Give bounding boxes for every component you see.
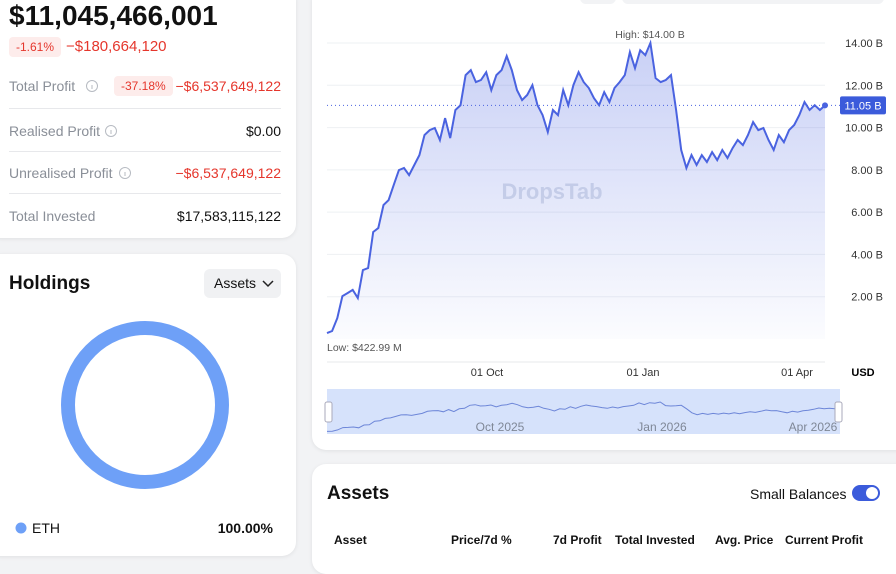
row-label: Total Invested: [9, 208, 96, 224]
navigator-label: Oct 2025: [476, 420, 525, 434]
row-value: −$6,537,649,122: [175, 78, 282, 94]
divider: [9, 108, 281, 109]
column-header: Price/7d %: [451, 533, 512, 547]
current-dot: [822, 102, 828, 109]
line: [326, 39, 826, 335]
balance: $11,045,466,001: [9, 0, 218, 31]
row-value: $0.00: [245, 123, 281, 139]
row-badge: -37.18%: [114, 76, 173, 96]
control[interactable]: [622, 0, 884, 4]
y-tick-label: 14.00 B: [845, 38, 883, 50]
row-value: $17,583,115,122: [176, 208, 281, 224]
high-label: High: $14.00 B: [615, 29, 684, 41]
row-label: Realised Profit: [9, 123, 101, 139]
portfolio-card: $11,045,466,001 -1.61% −$180,664,120 Tot…: [0, 0, 296, 238]
toggle-label: Small Balances: [750, 486, 847, 502]
y-tick-label: 4.00 B: [851, 249, 883, 261]
info-icon[interactable]: [118, 166, 132, 180]
assets-selector[interactable]: Assets: [204, 269, 281, 298]
selector-label: Assets: [214, 275, 257, 291]
holdings-title: Holdings: [9, 273, 91, 294]
holding-name: ETH: [32, 520, 60, 536]
info-icon[interactable]: [104, 124, 118, 138]
navigator: [327, 389, 840, 434]
y-tick-label: 8.00 B: [851, 165, 883, 177]
area: [327, 43, 825, 339]
divider: [9, 151, 281, 152]
row-label: Unrealised Profit: [9, 165, 113, 181]
column-header: Avg. Price: [715, 533, 774, 547]
divider: [9, 193, 281, 194]
navigator-line: [326, 401, 841, 432]
donut: [61, 321, 229, 489]
navigator-handle[interactable]: [834, 401, 843, 423]
legend-dot: [15, 522, 27, 534]
assets-card: Assets Small Balances: [312, 464, 896, 574]
info-icon[interactable]: [85, 79, 99, 93]
donut-ring: [61, 321, 229, 489]
current-label: 11.05 B: [844, 100, 881, 112]
y-tick-label: 10.00 B: [845, 123, 883, 135]
navigator-label: Apr 2026: [789, 420, 838, 434]
column-header: Current Profit: [785, 533, 863, 547]
y-tick-label: 6.00 B: [851, 207, 883, 219]
y-tick-label: 12.00 B: [845, 80, 883, 92]
column-header: 7d Profit: [553, 533, 602, 547]
holdings-card: Holdings Assets ETH 100.00%: [0, 254, 296, 556]
y-tick-label: 2.00 B: [851, 292, 883, 304]
navigator-handle[interactable]: [324, 401, 333, 423]
row-value: −$6,537,649,122: [175, 165, 282, 181]
row-label: Total Profit: [9, 78, 76, 94]
change-value: −$180,664,120: [66, 38, 167, 55]
x-tick-label: 01 Apr: [781, 367, 813, 379]
chart: 2.00 B 4.00 B 6.00 B 8.00 B 10.00 B 12.00 B 14…: [324, 29, 886, 434]
column-header: Total Invested: [615, 533, 695, 547]
low-label: Low: $422.99 M: [327, 342, 402, 354]
toggle[interactable]: [852, 485, 880, 501]
assets-title: Assets: [327, 483, 390, 504]
navigator-label: Jan 2026: [637, 420, 687, 434]
holding-share: 100.00%: [217, 520, 273, 536]
x-tick-label: 01 Oct: [471, 367, 503, 379]
currency: USD: [851, 367, 874, 379]
column-header: Asset: [334, 533, 367, 547]
chevron: [262, 280, 274, 288]
x-tick-label: 01 Jan: [626, 367, 659, 379]
control[interactable]: [580, 0, 616, 4]
change-badge: -1.61%: [9, 37, 62, 57]
current-badge: [840, 96, 886, 115]
